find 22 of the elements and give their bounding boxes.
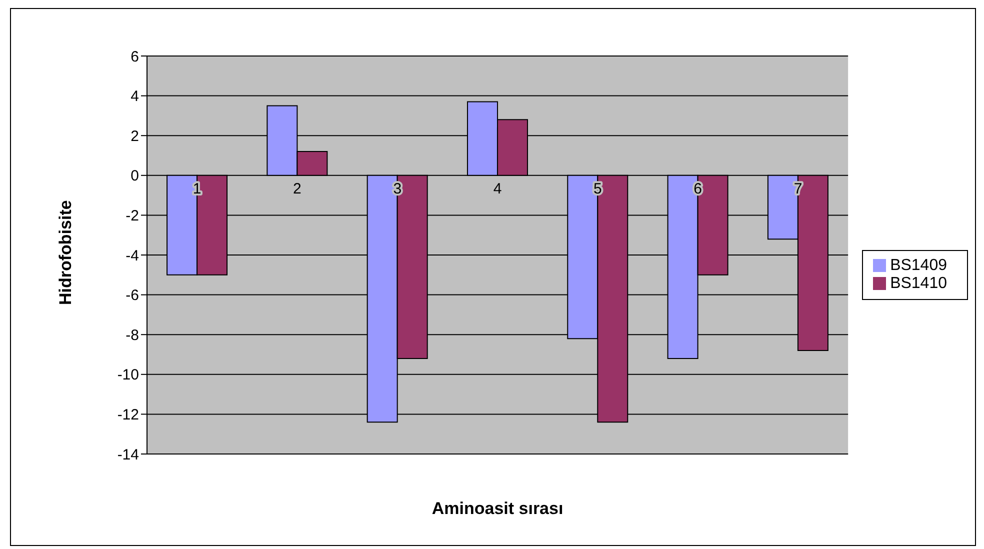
y-tick-label: -6 <box>126 287 139 304</box>
y-tick-label: -12 <box>117 406 139 424</box>
x-tick-label: 5 <box>594 180 602 198</box>
x-tick-label: 6 <box>694 180 702 198</box>
y-tick-label: -10 <box>117 366 139 384</box>
y-tick-label: -2 <box>126 208 139 225</box>
y-tick-label: 6 <box>130 48 139 66</box>
x-tick-label: 2 <box>293 180 302 198</box>
y-tick-label: 0 <box>130 168 139 185</box>
x-axis-title: Aminoasit sırası <box>432 499 564 518</box>
y-tick-label: -8 <box>126 326 139 344</box>
x-tick-label: 3 <box>393 180 402 198</box>
legend-label: BS1410 <box>890 274 947 292</box>
y-tick-label: -4 <box>126 247 139 264</box>
y-tick-label: 2 <box>130 128 139 145</box>
y-tick-label: 4 <box>130 88 139 106</box>
x-tick-label: 4 <box>493 180 502 198</box>
y-axis-title: Hidrofobisite <box>56 200 76 305</box>
legend-label: BS1409 <box>890 256 947 274</box>
y-tick-label: -14 <box>117 446 139 464</box>
x-tick-label: 1 <box>192 180 202 198</box>
x-tick-label: 7 <box>794 180 802 198</box>
